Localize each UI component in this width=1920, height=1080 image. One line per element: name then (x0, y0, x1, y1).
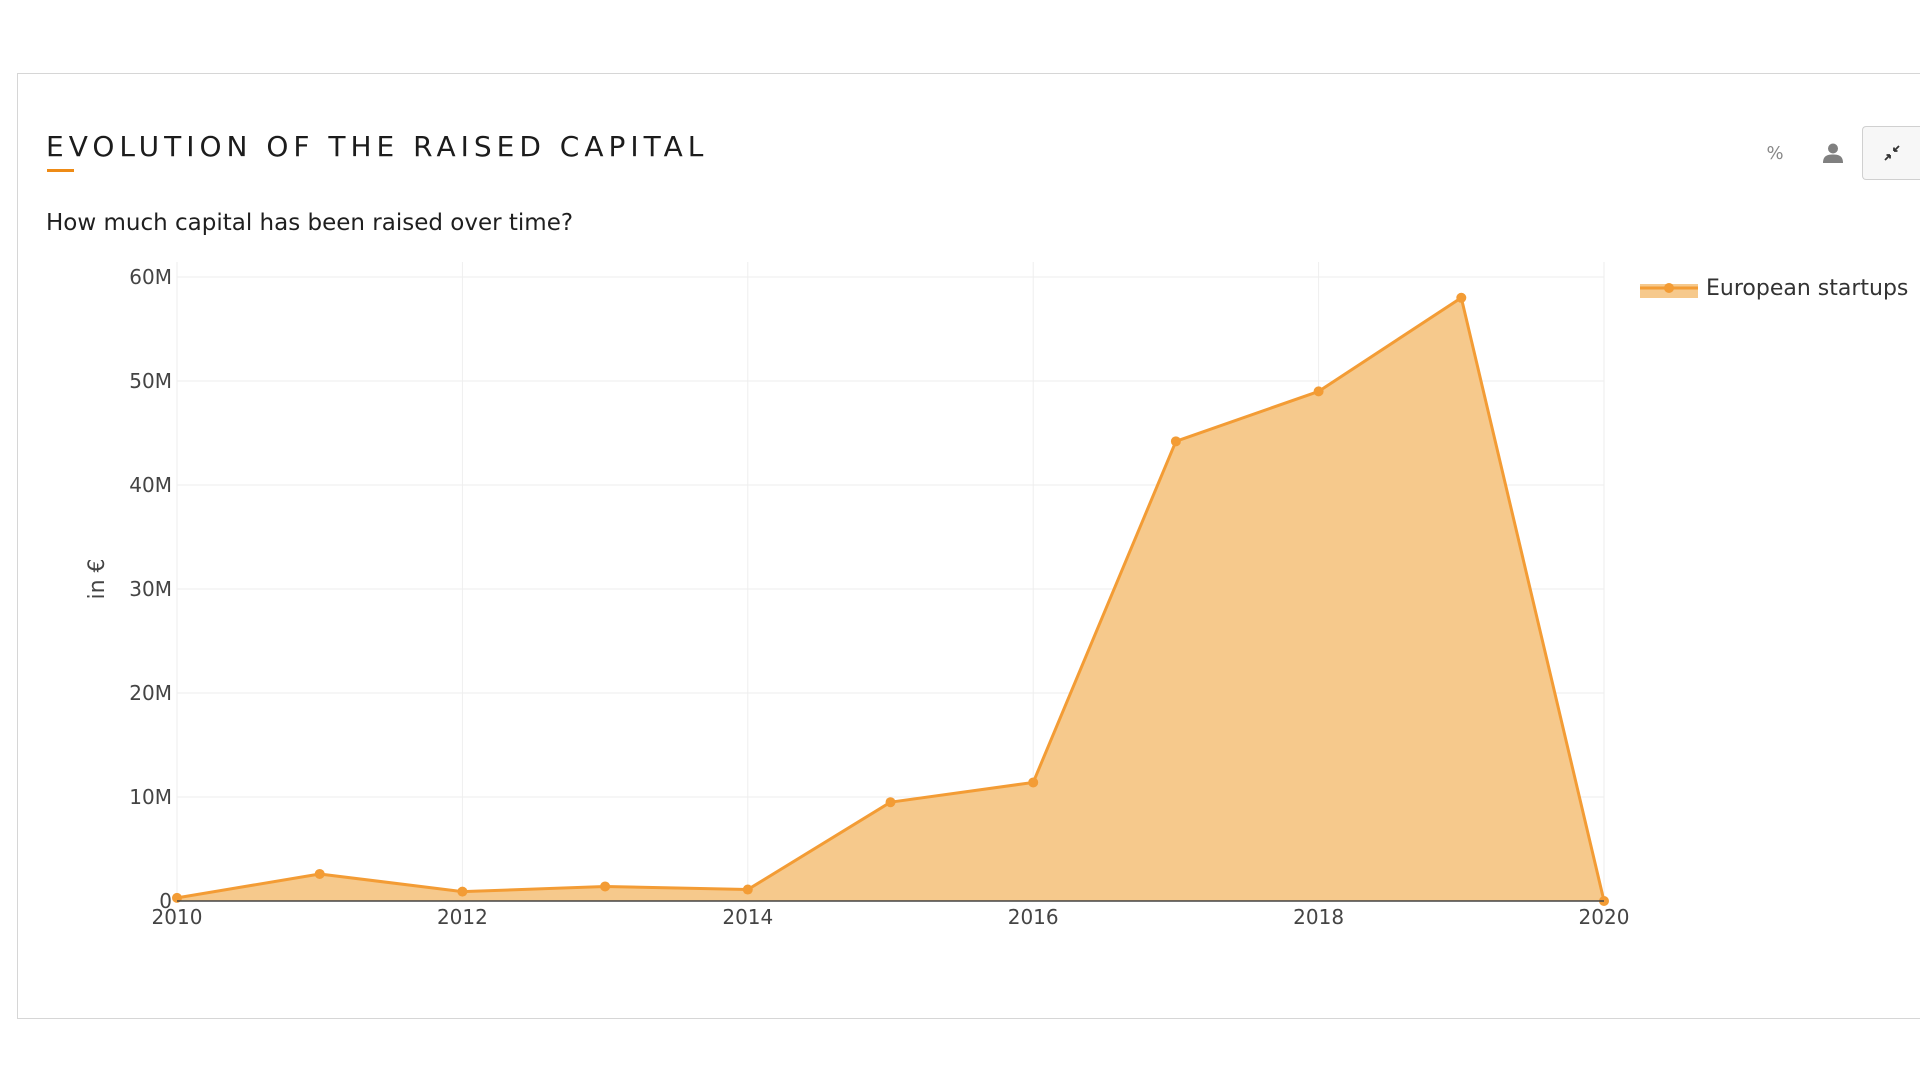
x-tick-label: 2010 (152, 905, 203, 929)
legend-label: European startups (1706, 276, 1908, 301)
y-tick-label: 10M (129, 785, 172, 809)
y-tick-label: 20M (129, 681, 172, 705)
data-point (1170, 436, 1181, 447)
collapse-button[interactable] (1862, 126, 1920, 180)
plot-area (172, 292, 1609, 906)
x-tick-label: 2014 (722, 905, 773, 929)
data-point (600, 881, 611, 892)
y-tick-label: 40M (129, 473, 172, 497)
data-point (1028, 777, 1039, 788)
series-area-fill (177, 297, 1604, 901)
title-underline (47, 169, 74, 172)
data-point (742, 884, 753, 895)
x-tick-label: 2016 (1008, 905, 1059, 929)
user-toggle-button[interactable] (1804, 126, 1862, 180)
person-icon (1823, 143, 1843, 163)
data-point (885, 797, 896, 808)
axes: 0 10M 20M 30M 40M 50M 60M 2010 2012 2014 2016 2018 2… (85, 265, 1629, 929)
y-axis-title: in € (85, 558, 110, 599)
data-point (457, 886, 468, 897)
y-tick-label: 0 (159, 889, 172, 913)
y-tick-label: 60M (129, 265, 172, 289)
x-tick-label: 2012 (437, 905, 488, 929)
legend[interactable]: European startups (1640, 276, 1908, 301)
y-tick-label: 50M (129, 369, 172, 393)
collapse-icon (1883, 145, 1900, 161)
y-tick-label: 30M (129, 577, 172, 601)
data-point (1313, 386, 1324, 397)
data-point (1456, 292, 1467, 303)
legend-swatch-marker (1664, 283, 1674, 293)
chart-toolbar: % (1746, 126, 1920, 180)
percent-toggle-button[interactable]: % (1746, 126, 1804, 180)
chart-subtitle: How much capital has been raised over ti… (46, 210, 574, 236)
data-point (314, 868, 325, 879)
x-tick-label: 2018 (1293, 905, 1344, 929)
percent-icon: % (1766, 142, 1784, 164)
x-tick-label: 2020 (1579, 905, 1630, 929)
chart-title: EVOLUTION OF THE RAISED CAPITAL (46, 130, 709, 163)
